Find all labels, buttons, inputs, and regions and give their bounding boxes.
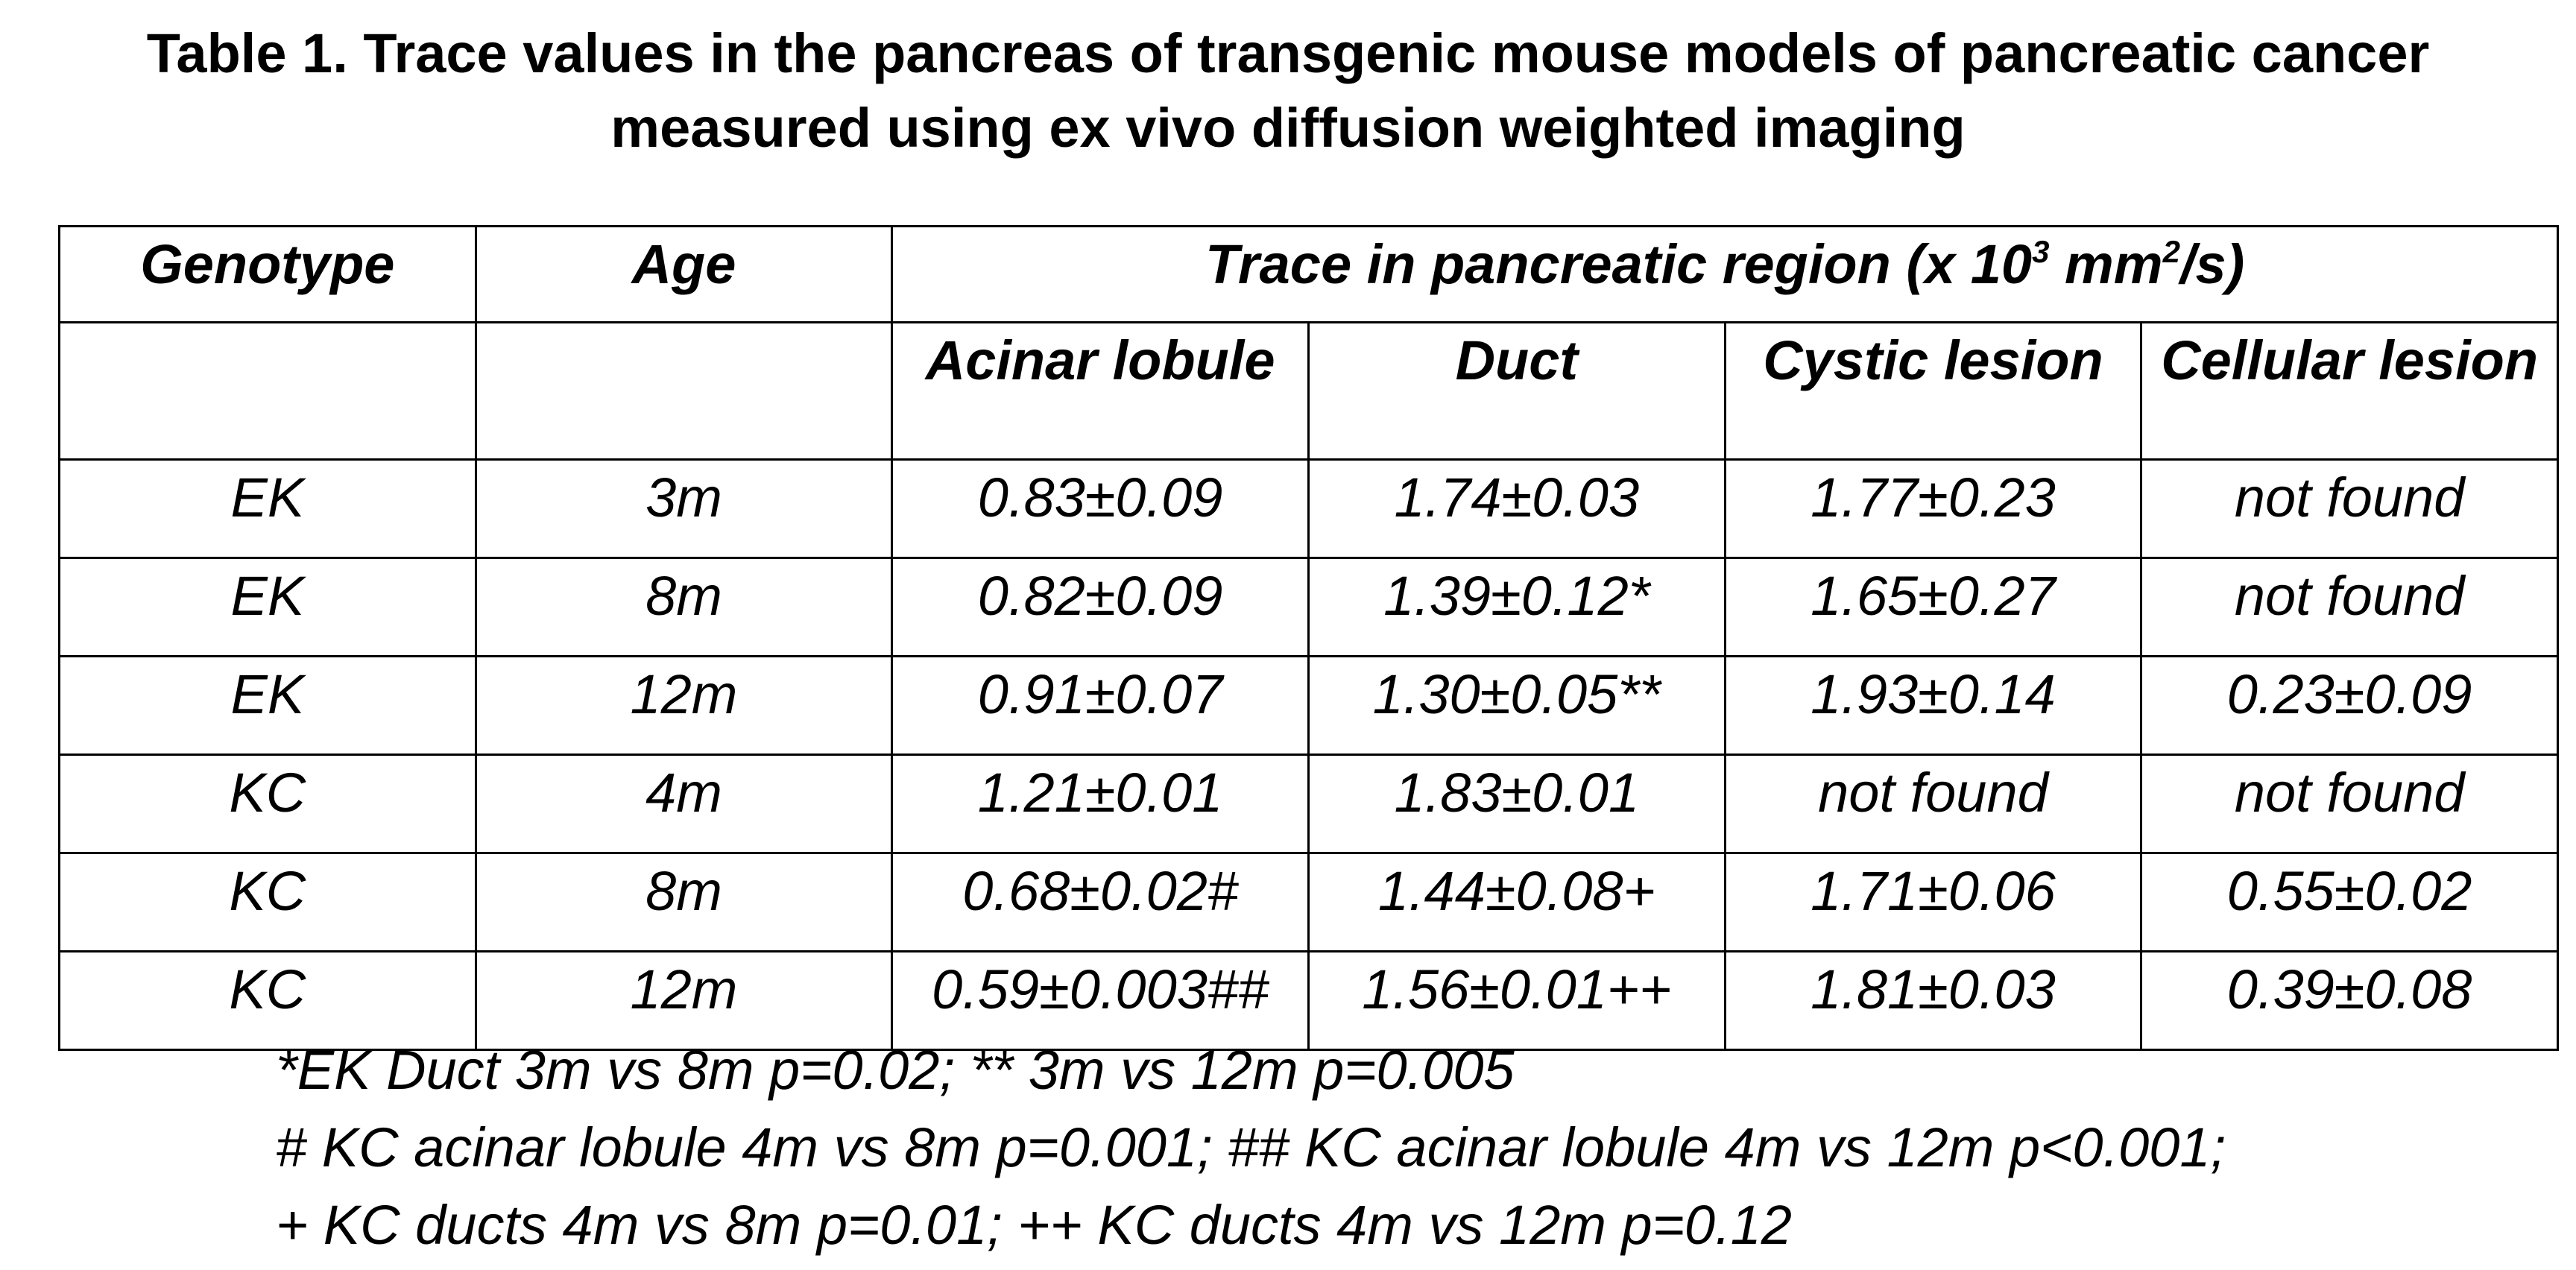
subheader-acinar-lobule: Acinar lobule (891, 321, 1310, 461)
cell-duct: 1.56±0.01++ (1307, 950, 1726, 1051)
cell-cellular: not found (2140, 754, 2559, 854)
subheader-cellular-lesion: Cellular lesion (2140, 321, 2559, 461)
cell-cellular: 0.23±0.09 (2140, 655, 2559, 756)
cell-cellular: 0.55±0.02 (2140, 852, 2559, 952)
cell-genotype: EK (58, 458, 477, 559)
trace-header-exponent: 3 (2032, 234, 2050, 269)
cell-age: 3m (474, 458, 894, 559)
cell-cystic: not found (1723, 754, 2143, 854)
cell-cellular: not found (2140, 458, 2559, 559)
cell-genotype: KC (58, 754, 477, 854)
cell-acinar: 1.21±0.01 (891, 754, 1310, 854)
cell-acinar: 0.91±0.07 (891, 655, 1310, 756)
column-header-genotype: Genotype (58, 225, 477, 323)
subheader-empty-age (474, 321, 894, 461)
table-row: KC 12m 0.59±0.003## 1.56±0.01++ 1.81±0.0… (58, 950, 2559, 1051)
cell-age: 12m (474, 655, 894, 756)
cell-duct: 1.39±0.12* (1307, 557, 1726, 657)
cell-duct: 1.44±0.08+ (1307, 852, 1726, 952)
trace-header-unit-exponent: 2 (2162, 234, 2180, 269)
subheader-cystic-lesion: Cystic lesion (1723, 321, 2143, 461)
cell-cystic: 1.93±0.14 (1723, 655, 2143, 756)
cell-age: 4m (474, 754, 894, 854)
cell-age: 8m (474, 557, 894, 657)
table-row: KC 4m 1.21±0.01 1.83±0.01 not found not … (58, 754, 2559, 854)
trace-header-prefix: Trace in pancreatic region (x 10 (1205, 233, 2033, 295)
table-row: KC 8m 0.68±0.02# 1.44±0.08+ 1.71±0.06 0.… (58, 852, 2559, 952)
cell-cystic: 1.65±0.27 (1723, 557, 2143, 657)
cell-age: 12m (474, 950, 894, 1051)
cell-duct: 1.83±0.01 (1307, 754, 1726, 854)
subheader-empty-genotype (58, 321, 477, 461)
header-row: Genotype Age Trace in pancreatic region … (58, 225, 2559, 323)
table-row: EK 8m 0.82±0.09 1.39±0.12* 1.65±0.27 not… (58, 557, 2559, 657)
cell-acinar: 0.68±0.02# (891, 852, 1310, 952)
cell-cellular: 0.39±0.08 (2140, 950, 2559, 1051)
cell-cystic: 1.77±0.23 (1723, 458, 2143, 559)
trace-header-suffix: /s) (2179, 233, 2245, 295)
table-row: EK 3m 0.83±0.09 1.74±0.03 1.77±0.23 not … (58, 458, 2559, 559)
cell-cellular: not found (2140, 557, 2559, 657)
trace-header-unit: mm (2049, 233, 2163, 295)
cell-duct: 1.30±0.05** (1307, 655, 1726, 756)
cell-acinar: 0.83±0.09 (891, 458, 1310, 559)
cell-genotype: EK (58, 655, 477, 756)
cell-genotype: KC (58, 852, 477, 952)
cell-cystic: 1.81±0.03 (1723, 950, 2143, 1051)
table-title: Table 1. Trace values in the pancreas of… (0, 16, 2576, 165)
cell-cystic: 1.71±0.06 (1723, 852, 2143, 952)
cell-genotype: KC (58, 950, 477, 1051)
cell-genotype: EK (58, 557, 477, 657)
footnote: + KC ducts 4m vs 8m p=0.01; ++ KC ducts … (276, 1194, 1792, 1256)
cell-acinar: 0.82±0.09 (891, 557, 1310, 657)
table-title-line-2: measured using ex vivo diffusion weighte… (610, 97, 1966, 159)
table-footnotes: *EK Duct 3m vs 8m p=0.02; ** 3m vs 12m p… (276, 1032, 2226, 1264)
table-title-line-1: Table 1. Trace values in the pancreas of… (146, 22, 2430, 84)
trace-values-table: Genotype Age Trace in pancreatic region … (58, 225, 2559, 1051)
footnote: *EK Duct 3m vs 8m p=0.02; ** 3m vs 12m p… (276, 1039, 1515, 1101)
cell-age: 8m (474, 852, 894, 952)
subheader-duct: Duct (1307, 321, 1726, 461)
cell-duct: 1.74±0.03 (1307, 458, 1726, 559)
footnote: # KC acinar lobule 4m vs 8m p=0.001; ## … (276, 1116, 2226, 1178)
column-header-age: Age (474, 225, 894, 323)
cell-acinar: 0.59±0.003## (891, 950, 1310, 1051)
column-header-trace: Trace in pancreatic region (x 103 mm2/s) (891, 225, 2559, 323)
table-row: EK 12m 0.91±0.07 1.30±0.05** 1.93±0.14 0… (58, 655, 2559, 756)
subheader-row: Acinar lobule Duct Cystic lesion Cellula… (58, 321, 2559, 461)
